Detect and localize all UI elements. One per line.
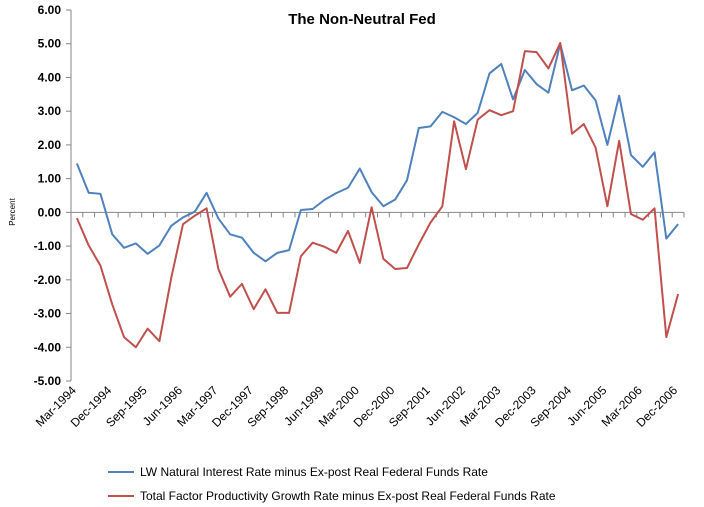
y-tick-label: 5.00 (38, 37, 62, 51)
y-tick-label: -3.00 (34, 307, 62, 321)
y-tick-label: 4.00 (38, 70, 62, 84)
y-tick-label: -5.00 (34, 374, 62, 388)
y-tick-label: 3.00 (38, 104, 62, 118)
y-axis-label: Percent (8, 197, 17, 225)
chart-title: The Non-Neutral Fed (288, 11, 436, 28)
y-tick-label: -4.00 (34, 340, 62, 354)
legend-label-lw: LW Natural Interest Rate minus Ex-post R… (140, 465, 488, 479)
plot-area: 6.00 5.00 4.00 3.00 2.00 1.00 0.00 -1.00 -2.00 -3… (33, 3, 685, 430)
y-tick-label: -1.00 (34, 239, 62, 253)
y-tick-label: 0.00 (38, 205, 62, 219)
legend: LW Natural Interest Rate minus Ex-post R… (108, 465, 556, 503)
y-tick-label: 2.00 (38, 138, 62, 152)
y-tick-label: 6.00 (38, 3, 62, 17)
series-line-lw (75, 42, 679, 263)
legend-label-tfp: Total Factor Productivity Growth Rate mi… (140, 489, 556, 503)
series-line-tfp (75, 42, 680, 349)
y-tick-label: -2.00 (34, 273, 62, 287)
y-tick-label: 1.00 (38, 172, 62, 186)
